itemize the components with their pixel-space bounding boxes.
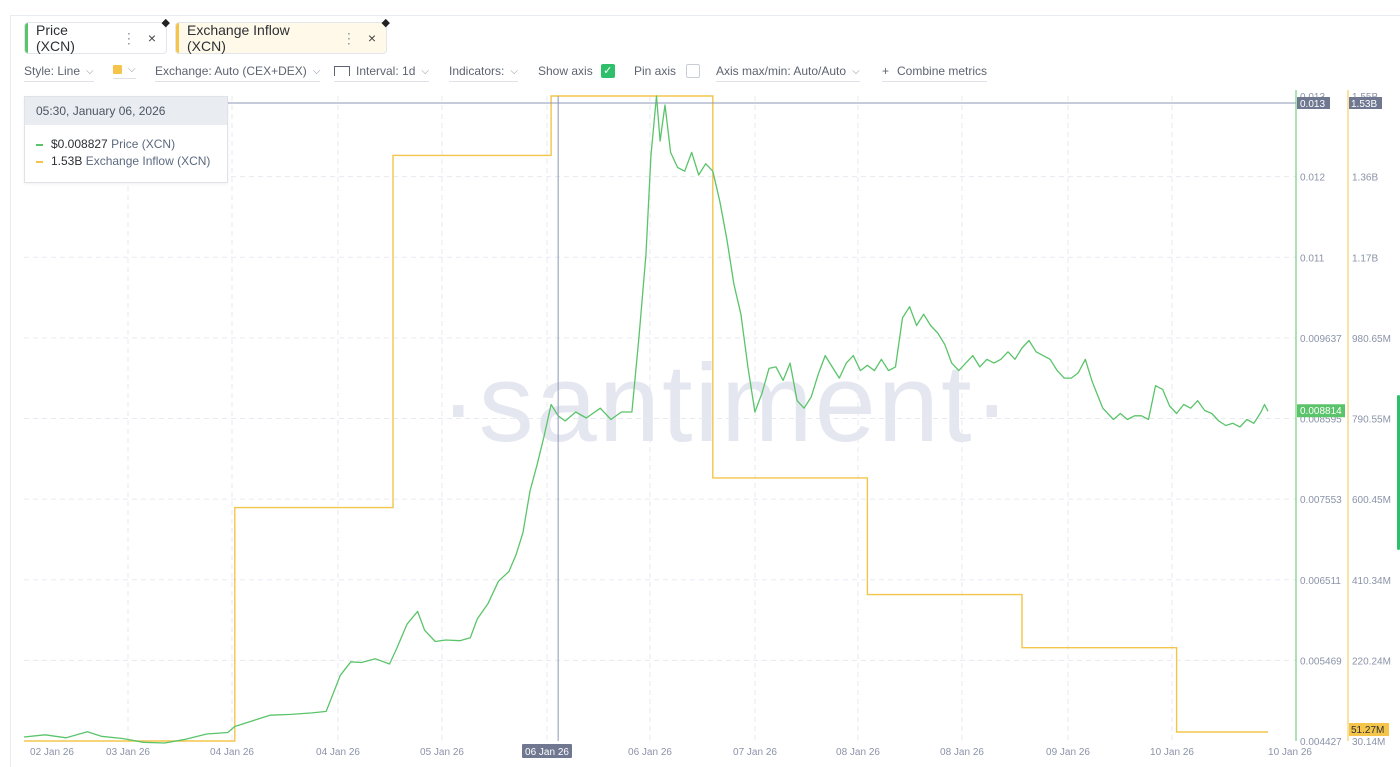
x-axis-tick-label: 10 Jan 26 [1268, 747, 1312, 758]
indicators-dropdown[interactable]: Indicators: ⌵ [449, 64, 518, 82]
metric-tab-label: Exchange Inflow (XCN) [187, 22, 290, 54]
color-swatch [113, 65, 122, 74]
tooltip-price-row: $0.008827 Price (XCN) [36, 137, 175, 151]
chevron-down-icon: ⌵ [421, 65, 429, 77]
inflow-current-label-bg [1349, 723, 1389, 737]
price-axis-tick-label: 0.009637 [1300, 334, 1342, 345]
axis-minmax-label: Axis max/min: Auto/Auto [716, 64, 847, 78]
plus-icon: + [882, 64, 890, 78]
metric-tab-label: Price (XCN) [36, 22, 75, 54]
exchange-label: Exchange: Auto (CEX+DEX) [155, 64, 307, 78]
price-current-label-bg [1297, 404, 1345, 418]
inflow-legend-mark [36, 160, 43, 163]
chevron-down-icon: ⌵ [852, 65, 860, 77]
combine-metrics-button[interactable]: + Combine metrics [882, 64, 988, 82]
tooltip-price-value: $0.008827 [51, 137, 108, 151]
price-axis-tick-label: 0.011 [1300, 253, 1325, 264]
exchange-inflow-line [24, 95, 1268, 742]
inflow-crosshair-label: 1.53B [1351, 99, 1377, 110]
x-axis-tick-label: 10 Jan 26 [1150, 747, 1194, 758]
chevron-down-icon: ⌵ [86, 65, 94, 77]
interval-dropdown[interactable]: Interval: 1d ⌵ [334, 64, 429, 82]
price-axis-tick-label: 0.005469 [1300, 656, 1342, 667]
x-axis-tick-label: 04 Jan 26 [210, 747, 254, 758]
exchange-dropdown[interactable]: Exchange: Auto (CEX+DEX) ⌵ [155, 64, 321, 82]
left-border [10, 15, 11, 767]
price-axis-tick-label: 0.012 [1300, 173, 1325, 184]
x-axis-tick-label: 05 Jan 26 [420, 747, 464, 758]
style-dropdown[interactable]: Style: Line ⌵ [24, 64, 94, 82]
x-axis-highlight-label: 06 Jan 26 [525, 747, 569, 758]
x-axis-tick-label: 04 Jan 26 [316, 747, 360, 758]
tooltip-inflow-name: Exchange Inflow (XCN) [85, 154, 211, 168]
axis-minmax-dropdown[interactable]: Axis max/min: Auto/Auto ⌵ [716, 64, 860, 82]
close-icon[interactable]: × [147, 30, 156, 46]
color-picker[interactable]: ⌵ [113, 64, 136, 79]
inflow-axis-tick-label: 980.65M [1352, 334, 1391, 345]
inflow-axis-tick-label: 1.17B [1352, 253, 1378, 264]
price-color-bar [25, 23, 28, 53]
x-axis-tick-label: 08 Jan 26 [940, 747, 984, 758]
combine-metrics-label: Combine metrics [897, 64, 988, 78]
price-axis-tick-label: 0.007553 [1300, 495, 1342, 506]
price-line [23, 95, 1269, 744]
pin-axis-toggle[interactable]: Pin axis [634, 64, 701, 81]
ruler-icon [334, 66, 350, 76]
inflow-color-bar [176, 23, 179, 53]
x-axis-tick-label: 07 Jan 26 [733, 747, 777, 758]
x-axis-tick-label: 08 Jan 26 [836, 747, 880, 758]
pin-axis-label: Pin axis [634, 64, 677, 78]
chevron-down-icon: ⌵ [128, 64, 136, 75]
show-axis-toggle[interactable]: Show axis ✓ [538, 64, 615, 81]
price-crosshair-label-bg [1297, 97, 1330, 109]
metric-tab-exchange-inflow[interactable]: Exchange Inflow (XCN) ⋮ × ◆ [175, 17, 390, 54]
inflow-axis-tick-label: 410.34M [1352, 576, 1391, 587]
price-crosshair-label: 0.013 [1300, 99, 1325, 110]
price-current-label: 0.008814 [1300, 406, 1342, 417]
inflow-axis-tick-label: 600.45M [1352, 495, 1391, 506]
more-options-icon[interactable]: ⋮ [121, 29, 136, 46]
header-divider [10, 15, 1400, 16]
price-axis-tick-label: 0.008595 [1300, 415, 1342, 426]
tooltip-inflow-row: 1.53B Exchange Inflow (XCN) [36, 154, 210, 168]
inflow-axis-tick-label: 220.24M [1352, 656, 1391, 667]
x-axis-tick-label: 03 Jan 26 [106, 747, 150, 758]
tooltip-inflow-value: 1.53B [51, 154, 83, 168]
right-scroll-indicator[interactable] [1397, 395, 1400, 550]
x-highlight-label-bg [522, 744, 572, 758]
style-label: Style: Line [24, 64, 81, 78]
tooltip-price-name: Price (XCN) [111, 137, 176, 151]
x-axis-tick-label: 06 Jan 26 [628, 747, 672, 758]
price-axis-tick-label: 0.004427 [1300, 737, 1342, 748]
show-axis-label: Show axis [538, 64, 593, 78]
checkbox-checked-icon[interactable]: ✓ [600, 64, 615, 78]
checkbox-icon[interactable] [686, 64, 701, 78]
more-options-icon[interactable]: ⋮ [341, 29, 356, 46]
x-axis-tick-label: 09 Jan 26 [1046, 747, 1090, 758]
close-icon[interactable]: × [367, 30, 376, 46]
ethereum-icon: ◆ [161, 17, 170, 29]
inflow-current-label: 51.27M [1351, 725, 1384, 736]
chevron-down-icon: ⌵ [510, 65, 518, 77]
tooltip-datetime: 05:30, January 06, 2026 [25, 97, 227, 125]
inflow-axis-tick-label: 1.36B [1352, 173, 1378, 184]
chart-tooltip: 05:30, January 06, 2026 $0.008827 Price … [24, 96, 228, 183]
indicators-label: Indicators: [449, 64, 505, 78]
santiment-watermark: ·santiment· [440, 342, 1013, 465]
inflow-axis-tick-label: 30.14M [1352, 737, 1385, 748]
x-axis-tick-label: 02 Jan 26 [30, 747, 74, 758]
price-axis-tick-label: 0.006511 [1300, 576, 1341, 587]
price-legend-mark [36, 143, 43, 146]
inflow-crosshair-label-bg [1349, 97, 1382, 109]
interval-label: Interval: 1d [356, 64, 416, 78]
inflow-axis-tick-label: 790.55M [1352, 415, 1391, 426]
chevron-down-icon: ⌵ [312, 65, 321, 77]
metric-tab-price[interactable]: Price (XCN) ⋮ × ◆ [24, 17, 170, 54]
ethereum-icon: ◆ [381, 17, 390, 29]
